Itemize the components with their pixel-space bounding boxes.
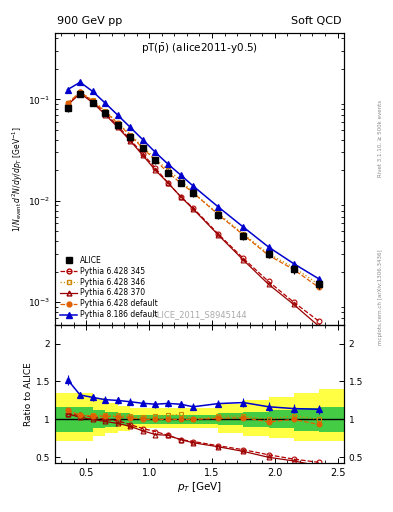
Legend: ALICE, Pythia 6.428 345, Pythia 6.428 346, Pythia 6.428 370, Pythia 6.428 defaul: ALICE, Pythia 6.428 345, Pythia 6.428 34… xyxy=(59,254,160,321)
Text: mcplots.cern.ch [arXiv:1306.3436]: mcplots.cern.ch [arXiv:1306.3436] xyxy=(378,249,383,345)
Text: 900 GeV pp: 900 GeV pp xyxy=(57,15,122,26)
Text: Soft QCD: Soft QCD xyxy=(292,15,342,26)
Y-axis label: $1/N_{\rm event}\,d^2N/dy/dp_T\;[\rm GeV^{-1}]$: $1/N_{\rm event}\,d^2N/dy/dp_T\;[\rm GeV… xyxy=(11,126,25,232)
Text: ALICE_2011_S8945144: ALICE_2011_S8945144 xyxy=(152,310,247,319)
Text: Rivet 3.1.10, ≥ 500k events: Rivet 3.1.10, ≥ 500k events xyxy=(378,100,383,177)
Text: pT($\bar{\rm p}$) (alice2011-y0.5): pT($\bar{\rm p}$) (alice2011-y0.5) xyxy=(141,42,258,56)
X-axis label: $p_T\;[\rm GeV]$: $p_T\;[\rm GeV]$ xyxy=(177,480,222,494)
Y-axis label: Ratio to ALICE: Ratio to ALICE xyxy=(24,362,33,426)
